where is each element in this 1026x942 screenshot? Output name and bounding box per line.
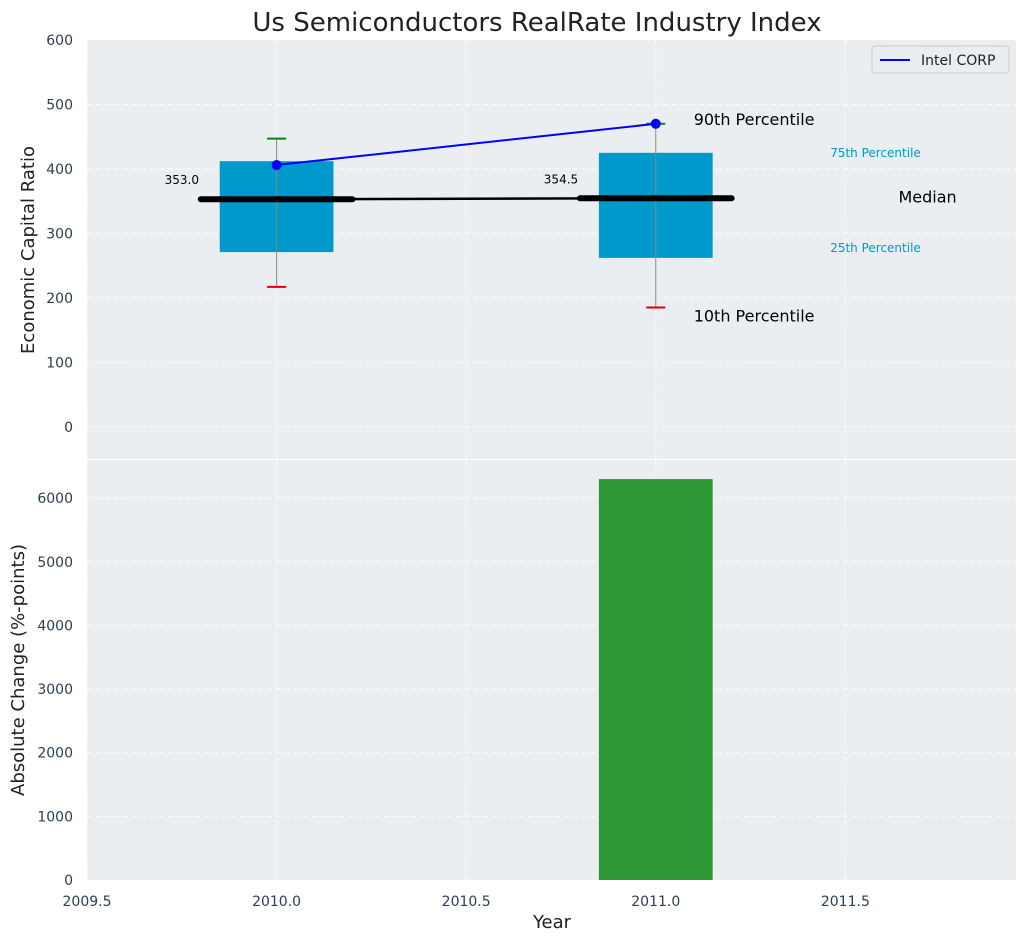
annotation-p90: 90th Percentile: [694, 110, 815, 129]
annotation-p75: 75th Percentile: [830, 146, 921, 160]
bottom-y-tick-label: 3000: [37, 682, 73, 698]
top-y-tick-label: 100: [46, 355, 73, 371]
bottom-plot-area: [87, 460, 1016, 880]
bottom-y-tick-label: 5000: [37, 555, 73, 571]
legend-label-intel: Intel CORP: [921, 53, 995, 69]
median-value-label: 354.5: [544, 172, 578, 186]
bottom-y-tick-label: 0: [64, 873, 73, 889]
bottom-y-axis-label: Absolute Change (%-points): [8, 544, 29, 796]
bottom-plot-marks: [598, 479, 713, 880]
top-y-tick-label: 600: [46, 33, 73, 49]
annotation-p10: 10th Percentile: [694, 307, 815, 326]
annotation-median: Median: [898, 187, 956, 206]
bottom-gridlines: [86, 460, 1016, 881]
axes-text: 0100200300400500600010002000300040005000…: [37, 33, 870, 910]
x-tick-label: 2010.0: [252, 894, 301, 910]
x-tick-label: 2009.5: [63, 894, 112, 910]
bottom-y-tick-label: 2000: [37, 746, 73, 762]
change-bar: [598, 479, 713, 880]
bottom-y-tick-label: 4000: [37, 618, 73, 634]
legend: Intel CORP: [871, 45, 1010, 74]
x-tick-label: 2010.5: [442, 894, 491, 910]
x-tick-label: 2011.0: [631, 894, 680, 910]
top-plot-marks: 353.0 354.5 90th Percentile 10th Percentile…: [165, 110, 957, 326]
chart-title: Us Semiconductors RealRate Industry Inde…: [252, 8, 821, 38]
x-axis-label: Year: [532, 912, 572, 933]
top-y-tick-label: 200: [46, 291, 73, 307]
bottom-y-tick-label: 1000: [37, 809, 73, 825]
legend-box: [871, 45, 1010, 74]
top-y-tick-label: 400: [46, 162, 73, 178]
top-y-tick-label: 0: [64, 420, 73, 436]
x-tick-label: 2011.5: [821, 894, 870, 910]
annotation-p25: 25th Percentile: [830, 241, 921, 255]
top-y-tick-label: 500: [46, 97, 73, 113]
intel-corp-point: [271, 160, 282, 171]
intel-corp-line: [276, 122, 656, 167]
bottom-y-tick-label: 6000: [37, 491, 73, 507]
top-y-tick-label: 300: [46, 226, 73, 242]
intel-corp-point: [650, 118, 661, 129]
median-value-label: 353.0: [165, 173, 199, 187]
top-y-axis-label: Economic Capital Ratio: [18, 146, 39, 354]
